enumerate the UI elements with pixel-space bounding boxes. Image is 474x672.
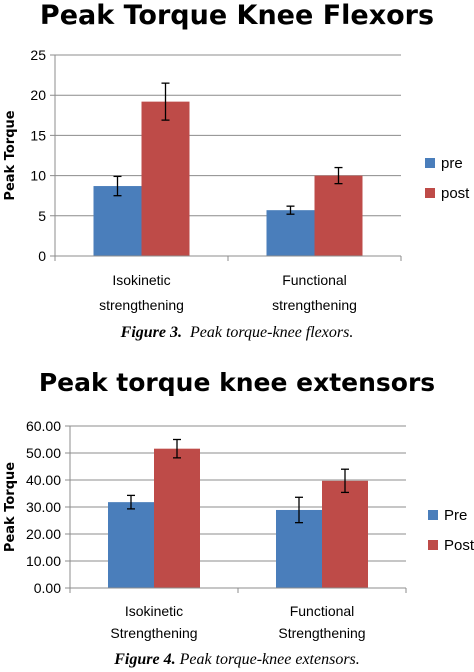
caption-label: Figure 4. <box>114 651 176 668</box>
legend-swatch-pre <box>425 158 435 168</box>
y-tick-label: 0 <box>38 248 46 264</box>
bar-pre-1 <box>93 186 142 256</box>
x-tick-label: strengthening <box>99 297 184 313</box>
bar-pre-1 <box>108 502 154 588</box>
chart-1-plot: 0 5 10 15 20 25 Isokinetic strengthening Functio… <box>3 47 470 313</box>
legend-swatch-pre <box>428 510 438 520</box>
bar-post-2 <box>314 175 363 256</box>
chart-title: Peak torque knee extensors <box>38 368 436 397</box>
y-tick-label: 40.00 <box>26 472 61 488</box>
x-tick-label: strengthening <box>272 297 357 313</box>
legend-label: post <box>441 185 470 202</box>
y-tick-label: 10.00 <box>26 553 61 569</box>
legend-label: pre <box>441 155 463 172</box>
legend-swatch-post <box>425 188 435 198</box>
x-tick-label: Functional <box>290 603 355 619</box>
figure-caption: Figure 4. Peak torque-knee extensors. <box>0 651 474 669</box>
bar-post-1 <box>141 101 190 256</box>
legend-swatch-post <box>428 540 438 550</box>
x-tick-label: Strengthening <box>110 625 197 641</box>
legend-label: Post <box>444 537 474 554</box>
y-tick-label: 20.00 <box>26 526 61 542</box>
y-axis-label: Peak Torque <box>3 110 18 200</box>
figure-caption: Figure 3. Peak torque-knee flexors. <box>0 324 474 342</box>
y-tick-label: 60.00 <box>26 418 61 434</box>
legend-label: Pre <box>444 507 467 524</box>
chart-title: Peak Torque Knee Flexors <box>39 0 435 31</box>
caption-label: Figure 3. <box>120 324 182 341</box>
caption-text: Peak torque-knee flexors. <box>190 324 354 341</box>
y-tick-label: 5 <box>38 208 46 224</box>
y-tick-label: 50.00 <box>26 445 61 461</box>
bar-post-1 <box>154 448 200 588</box>
bar-post-2 <box>322 480 368 588</box>
x-tick-label: Isokinetic <box>125 603 183 619</box>
bar-pre-2 <box>266 210 315 256</box>
x-tick-label: Isokinetic <box>112 272 170 288</box>
x-tick-label: Functional <box>282 272 347 288</box>
y-tick-label: 25 <box>30 47 46 63</box>
y-tick-label: 0.00 <box>34 580 61 596</box>
y-tick-label: 15 <box>30 127 46 143</box>
x-tick-label: Strengthening <box>278 625 365 641</box>
y-tick-label: 30.00 <box>26 499 61 515</box>
y-tick-label: 10 <box>30 168 46 184</box>
y-tick-label: 20 <box>30 87 46 103</box>
caption-text: Peak torque-knee extensors. <box>179 651 360 668</box>
y-axis-label: Peak Torque <box>3 462 18 552</box>
